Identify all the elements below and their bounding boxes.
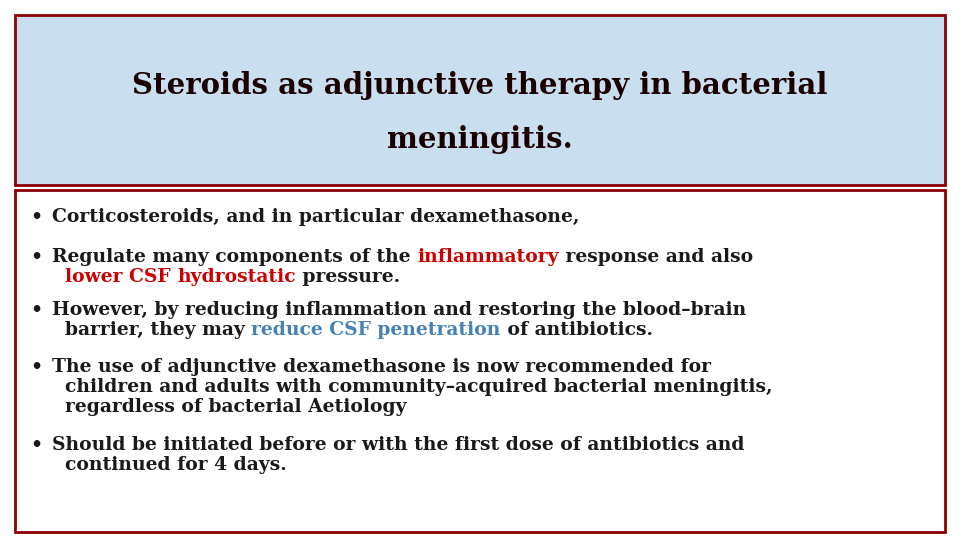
- Text: reduce CSF penetration: reduce CSF penetration: [252, 321, 501, 339]
- Text: meningitis.: meningitis.: [387, 125, 573, 154]
- Text: of antibiotics.: of antibiotics.: [501, 321, 653, 339]
- Text: Should be initiated before or with the first dose of antibiotics and: Should be initiated before or with the f…: [52, 436, 745, 454]
- Text: continued for 4 days.: continued for 4 days.: [65, 456, 287, 474]
- Text: barrier, they may: barrier, they may: [65, 321, 252, 339]
- Text: regardless of bacterial Aetiology: regardless of bacterial Aetiology: [65, 398, 407, 416]
- Text: •: •: [30, 436, 42, 454]
- Text: hydrostatic: hydrostatic: [178, 268, 296, 286]
- Text: children and adults with community–acquired bacterial meningitis,: children and adults with community–acqui…: [65, 378, 773, 396]
- Text: response and also: response and also: [559, 248, 753, 266]
- Text: pressure.: pressure.: [296, 268, 400, 286]
- Text: The use of adjunctive dexamethasone is now recommended for: The use of adjunctive dexamethasone is n…: [52, 358, 711, 376]
- Text: •: •: [30, 208, 42, 226]
- Text: inflammatory: inflammatory: [418, 248, 559, 266]
- Text: However, by reducing inflammation and restoring the blood–brain: However, by reducing inflammation and re…: [52, 301, 746, 319]
- Text: •: •: [30, 248, 42, 266]
- Text: •: •: [30, 301, 42, 319]
- Text: •: •: [30, 358, 42, 376]
- Text: Steroids as adjunctive therapy in bacterial: Steroids as adjunctive therapy in bacter…: [132, 71, 828, 99]
- Text: lower CSF: lower CSF: [65, 268, 178, 286]
- Text: Regulate many components of the: Regulate many components of the: [52, 248, 418, 266]
- Text: Corticosteroids, and in particular dexamethasone,: Corticosteroids, and in particular dexam…: [52, 208, 580, 226]
